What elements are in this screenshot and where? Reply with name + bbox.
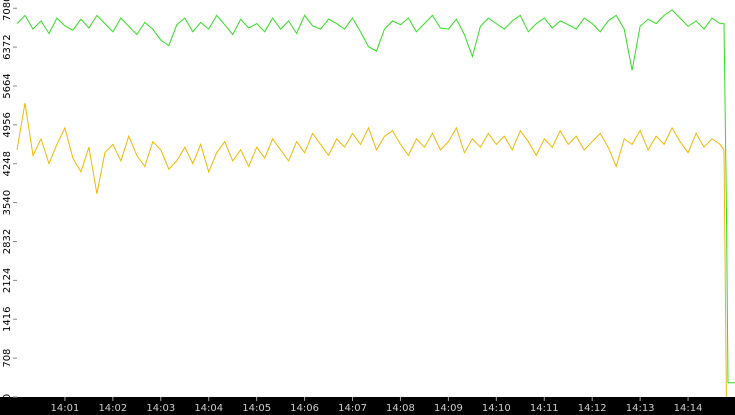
series-line xyxy=(16,9,735,384)
y-tick-label: 0 xyxy=(2,394,13,400)
y-tick-label: 7080 xyxy=(2,0,13,21)
series-line xyxy=(16,103,727,398)
y-tick-label: 2124 xyxy=(2,268,13,293)
x-tick-label: 14:07 xyxy=(338,403,367,414)
x-tick-label: 14:06 xyxy=(290,403,319,414)
y-tick-label: 3540 xyxy=(2,190,13,215)
y-tick-label: 5664 xyxy=(2,73,13,98)
x-tick-label: 14:12 xyxy=(578,403,607,414)
x-tick-label: 14:03 xyxy=(146,403,175,414)
y-tick-label: 4956 xyxy=(2,112,13,137)
x-tick-label: 14:09 xyxy=(434,403,463,414)
x-tick-label: 14:14 xyxy=(674,403,703,414)
y-tick-label: 2832 xyxy=(2,229,13,254)
x-axis-bar xyxy=(0,397,735,415)
x-tick-label: 14:05 xyxy=(242,403,271,414)
x-tick-label: 14:02 xyxy=(98,403,127,414)
y-tick-label: 708 xyxy=(2,349,13,368)
x-tick-label: 14:08 xyxy=(386,403,415,414)
x-tick-label: 14:04 xyxy=(194,403,223,414)
x-tick-label: 14:01 xyxy=(51,403,80,414)
y-tick-label: 4248 xyxy=(2,151,13,176)
x-tick-label: 14:10 xyxy=(482,403,511,414)
y-tick-label: 1416 xyxy=(2,307,13,332)
x-tick-label: 14:13 xyxy=(626,403,655,414)
y-tick-label: 6372 xyxy=(2,34,13,59)
x-tick-label: 14:11 xyxy=(530,403,559,414)
